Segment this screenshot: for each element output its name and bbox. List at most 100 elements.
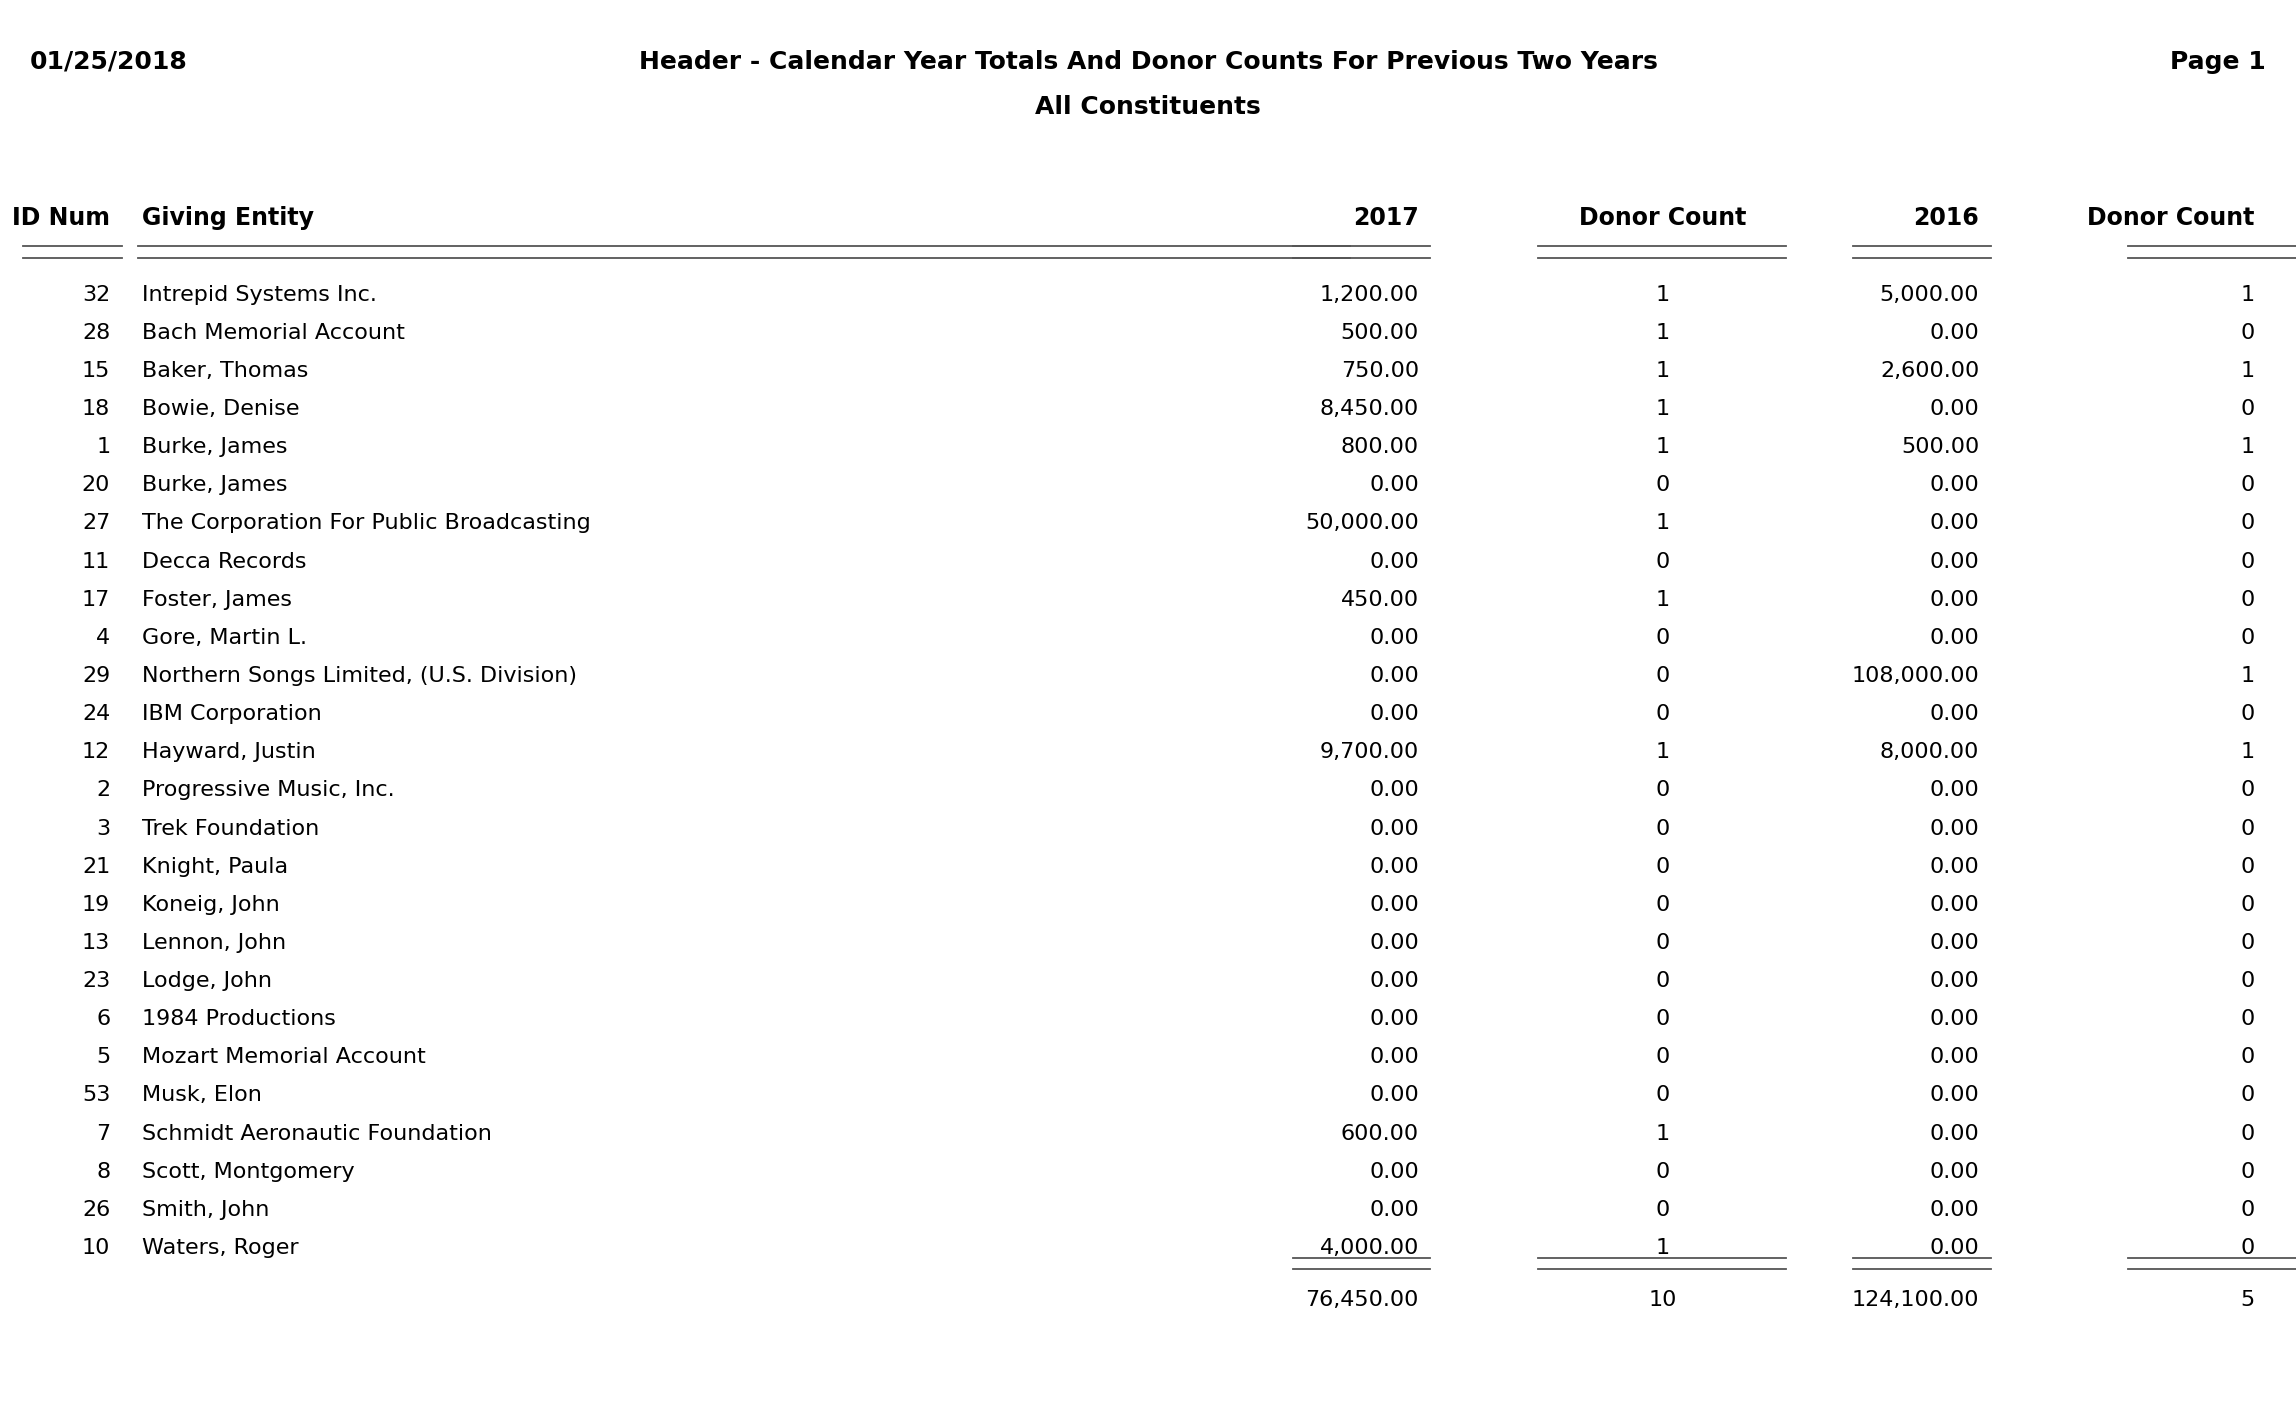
Text: 17: 17	[83, 589, 110, 609]
Text: 0: 0	[2241, 628, 2255, 647]
Text: 2017: 2017	[1352, 206, 1419, 231]
Text: 1: 1	[2241, 743, 2255, 763]
Text: 10: 10	[1649, 1291, 1676, 1311]
Text: 20: 20	[83, 475, 110, 495]
Text: 0: 0	[1655, 780, 1669, 800]
Text: 0: 0	[1655, 970, 1669, 990]
Text: 0.00: 0.00	[1929, 398, 1979, 418]
Text: 0.00: 0.00	[1929, 780, 1979, 800]
Text: 0: 0	[1655, 1047, 1669, 1067]
Text: Koneig, John: Koneig, John	[142, 895, 280, 915]
Text: 0.00: 0.00	[1368, 1161, 1419, 1181]
Text: 0: 0	[2241, 589, 2255, 609]
Text: 0: 0	[1655, 666, 1669, 686]
Text: 0.00: 0.00	[1368, 1009, 1419, 1029]
Text: 0: 0	[1655, 857, 1669, 877]
Text: 1: 1	[2241, 285, 2255, 305]
Text: 1: 1	[1655, 589, 1669, 609]
Text: 0.00: 0.00	[1368, 1047, 1419, 1067]
Text: 0.00: 0.00	[1929, 1161, 1979, 1181]
Text: Page 1: Page 1	[2170, 50, 2266, 74]
Text: 5: 5	[2241, 1291, 2255, 1311]
Text: 1: 1	[1655, 1124, 1669, 1144]
Text: 0: 0	[1655, 628, 1669, 647]
Text: Progressive Music, Inc.: Progressive Music, Inc.	[142, 780, 395, 800]
Text: 0.00: 0.00	[1368, 895, 1419, 915]
Text: 124,100.00: 124,100.00	[1851, 1291, 1979, 1311]
Text: 50,000.00: 50,000.00	[1304, 514, 1419, 534]
Text: The Corporation For Public Broadcasting: The Corporation For Public Broadcasting	[142, 514, 590, 534]
Text: Gore, Martin L.: Gore, Martin L.	[142, 628, 308, 647]
Text: Hayward, Justin: Hayward, Justin	[142, 743, 317, 763]
Text: 0.00: 0.00	[1929, 1009, 1979, 1029]
Text: 1: 1	[1655, 437, 1669, 457]
Text: 1: 1	[1655, 514, 1669, 534]
Text: 0.00: 0.00	[1929, 1124, 1979, 1144]
Text: 0.00: 0.00	[1368, 1086, 1419, 1106]
Text: Donor Count: Donor Count	[2087, 206, 2255, 231]
Text: 0.00: 0.00	[1929, 970, 1979, 990]
Text: 23: 23	[83, 970, 110, 990]
Text: 0: 0	[2241, 552, 2255, 572]
Text: 19: 19	[83, 895, 110, 915]
Text: Trek Foundation: Trek Foundation	[142, 818, 319, 838]
Text: 0.00: 0.00	[1368, 704, 1419, 724]
Text: 8,450.00: 8,450.00	[1320, 398, 1419, 418]
Text: 5: 5	[96, 1047, 110, 1067]
Text: 0: 0	[2241, 1161, 2255, 1181]
Text: 3: 3	[96, 818, 110, 838]
Text: Bowie, Denise: Bowie, Denise	[142, 398, 301, 418]
Text: Schmidt Aeronautic Foundation: Schmidt Aeronautic Foundation	[142, 1124, 491, 1144]
Text: 18: 18	[83, 398, 110, 418]
Text: 1984 Productions: 1984 Productions	[142, 1009, 335, 1029]
Text: Northern Songs Limited, (U.S. Division): Northern Songs Limited, (U.S. Division)	[142, 666, 576, 686]
Text: 21: 21	[83, 857, 110, 877]
Text: Baker, Thomas: Baker, Thomas	[142, 361, 308, 381]
Text: 15: 15	[83, 361, 110, 381]
Text: 10: 10	[83, 1238, 110, 1258]
Text: 0.00: 0.00	[1368, 666, 1419, 686]
Text: 12: 12	[83, 743, 110, 763]
Text: 0.00: 0.00	[1368, 1200, 1419, 1220]
Text: Burke, James: Burke, James	[142, 437, 287, 457]
Text: 0: 0	[2241, 1086, 2255, 1106]
Text: 0.00: 0.00	[1929, 475, 1979, 495]
Text: 32: 32	[83, 285, 110, 305]
Text: 9,700.00: 9,700.00	[1320, 743, 1419, 763]
Text: 0.00: 0.00	[1929, 552, 1979, 572]
Text: 26: 26	[83, 1200, 110, 1220]
Text: All Constituents: All Constituents	[1035, 95, 1261, 120]
Text: 0: 0	[2241, 704, 2255, 724]
Text: 53: 53	[83, 1086, 110, 1106]
Text: 0: 0	[1655, 1086, 1669, 1106]
Text: 0: 0	[1655, 1200, 1669, 1220]
Text: 0: 0	[1655, 1009, 1669, 1029]
Text: 01/25/2018: 01/25/2018	[30, 50, 188, 74]
Text: 0: 0	[2241, 933, 2255, 953]
Text: 0: 0	[2241, 895, 2255, 915]
Text: 0: 0	[2241, 857, 2255, 877]
Text: 1: 1	[1655, 743, 1669, 763]
Text: Mozart Memorial Account: Mozart Memorial Account	[142, 1047, 427, 1067]
Text: 0.00: 0.00	[1929, 628, 1979, 647]
Text: 6: 6	[96, 1009, 110, 1029]
Text: 500.00: 500.00	[1901, 437, 1979, 457]
Text: 0.00: 0.00	[1929, 895, 1979, 915]
Text: 0: 0	[1655, 818, 1669, 838]
Text: 0: 0	[1655, 1161, 1669, 1181]
Text: 0.00: 0.00	[1929, 323, 1979, 343]
Text: 0: 0	[2241, 780, 2255, 800]
Text: 1,200.00: 1,200.00	[1320, 285, 1419, 305]
Text: 0.00: 0.00	[1929, 1200, 1979, 1220]
Text: 29: 29	[83, 666, 110, 686]
Text: 800.00: 800.00	[1341, 437, 1419, 457]
Text: 4: 4	[96, 628, 110, 647]
Text: Lodge, John: Lodge, John	[142, 970, 273, 990]
Text: 0: 0	[1655, 552, 1669, 572]
Text: 1: 1	[2241, 666, 2255, 686]
Text: 0: 0	[2241, 970, 2255, 990]
Text: 0: 0	[2241, 514, 2255, 534]
Text: ID Num: ID Num	[11, 206, 110, 231]
Text: 1: 1	[1655, 1238, 1669, 1258]
Text: 500.00: 500.00	[1341, 323, 1419, 343]
